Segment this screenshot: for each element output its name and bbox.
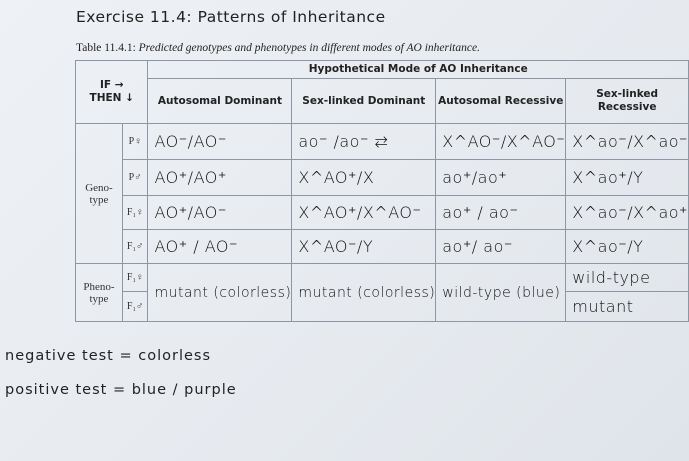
corner-cell: IF → THEN ↓ (74, 60, 149, 124)
cell: wild-type (565, 263, 689, 292)
cell: X^ao⁻/X^ao⁺ (565, 195, 689, 230)
exercise-title: Exercise 11.4: Patterns of Inheritance (76, 8, 386, 26)
inheritance-table: IF → THEN ↓ Hypothetical Mode of AO Inhe… (74, 60, 689, 322)
cell: ao⁻ /ao⁻ ⇆ (291, 123, 437, 160)
cell: wild-type (blue) (435, 263, 567, 322)
row-sub-label: P♂ (121, 159, 149, 196)
row-sub-label: F₁♂ (121, 291, 149, 322)
caption-label: Table 11.4.1: (76, 42, 136, 54)
row-sub-label: F₁♀ (121, 263, 149, 292)
cell: AO⁺ / AO⁻ (147, 229, 293, 264)
col-header: Autosomal Dominant (147, 78, 293, 124)
cell: AO⁺/AO⁻ (147, 195, 293, 230)
table-caption: Table 11.4.1: Predicted genotypes and ph… (76, 42, 480, 54)
cell: AO⁺/AO⁺ (147, 159, 293, 196)
col-header: Autosomal Recessive (435, 78, 567, 124)
cell: mutant (colorless) (147, 263, 293, 322)
handwritten-note: positive test = blue / purple (5, 382, 237, 398)
genotype-label: Geno- type (75, 123, 123, 264)
cell: X^ao⁻/X^ao⁻ (565, 123, 689, 160)
cell: mutant (colorless) (291, 263, 437, 322)
cell: X^ao⁻/Y (565, 229, 689, 264)
handwritten-note: negative test = colorless (5, 348, 212, 364)
cell: AO⁻/AO⁻ (147, 123, 293, 160)
cell: X^AO⁺/X (291, 159, 437, 196)
cell: X^AO⁻/Y (291, 229, 437, 264)
cell: ao⁺/ ao⁻ (435, 229, 567, 264)
col-header: Sex-linked Dominant (291, 78, 437, 124)
cell: X^AO⁻/X^AO⁻ (435, 123, 567, 160)
cell: X^AO⁺/X^AO⁻ (291, 195, 437, 230)
cell: ao⁺/ao⁺ (435, 159, 567, 196)
cell: mutant (565, 291, 689, 322)
caption-text: Predicted genotypes and phenotypes in di… (138, 42, 480, 54)
group-header: Hypothetical Mode of AO Inheritance (147, 60, 689, 79)
row-sub-label: P♀ (121, 123, 149, 160)
cell: ao⁺ / ao⁻ (435, 195, 567, 230)
cell: X^ao⁺/Y (565, 159, 689, 196)
phenotype-label: Pheno- type (75, 263, 123, 322)
col-header: Sex-linked Recessive (565, 78, 689, 124)
row-sub-label: F₁♀ (121, 195, 149, 230)
row-sub-label: F₁♂ (121, 229, 149, 264)
